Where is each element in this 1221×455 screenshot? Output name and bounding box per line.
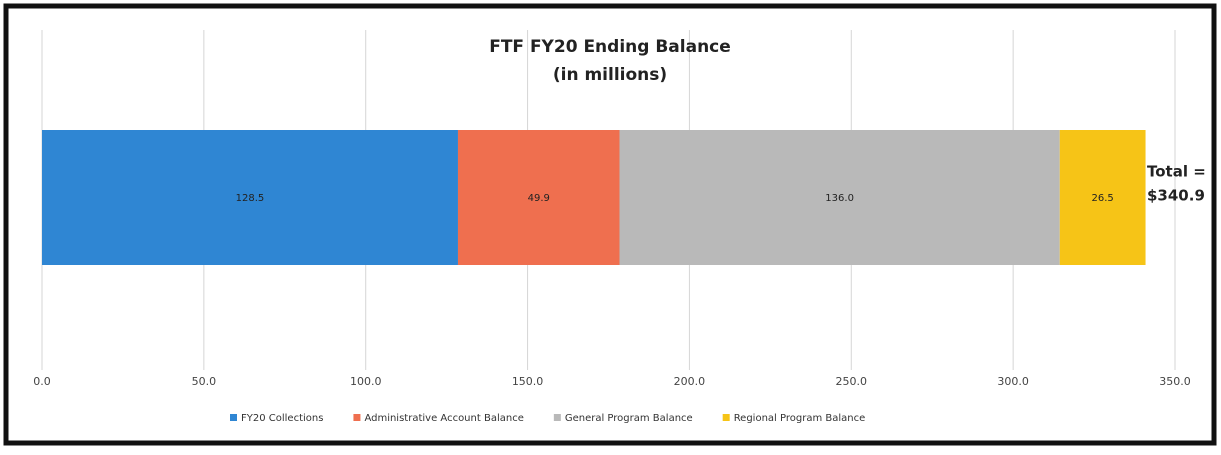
chart-title: FTF FY20 Ending Balance [489, 37, 731, 57]
x-tick-label: 350.0 [1159, 375, 1191, 388]
x-tick-label: 0.0 [33, 375, 51, 388]
legend-swatch [230, 414, 237, 421]
chart-subtitle: (in millions) [553, 65, 667, 85]
data-label: 49.9 [528, 193, 550, 204]
legend-label: Administrative Account Balance [364, 413, 523, 424]
x-tick-label: 200.0 [674, 375, 706, 388]
legend-label: General Program Balance [565, 413, 693, 424]
data-label: 128.5 [236, 193, 265, 204]
annotation: Total = [1147, 163, 1206, 181]
data-label: 26.5 [1092, 193, 1114, 204]
bar-segment [457, 130, 620, 265]
legend-label: Regional Program Balance [734, 413, 866, 424]
x-tick-label: 300.0 [997, 375, 1029, 388]
x-tick-label: 100.0 [350, 375, 382, 388]
bar-segment [1059, 130, 1146, 265]
bar-segment [42, 130, 458, 265]
legend-swatch [722, 414, 730, 421]
bar-segment [619, 130, 1060, 265]
x-tick-label: 250.0 [836, 375, 868, 388]
legend-swatch [353, 414, 361, 421]
x-tick-label: 150.0 [512, 375, 544, 388]
legend-swatch [553, 414, 561, 421]
legend-label: FY20 Collections [241, 413, 323, 424]
annotation: $340.9 [1147, 187, 1205, 205]
data-label: 136.0 [825, 193, 854, 204]
x-tick-label: 50.0 [192, 375, 217, 388]
